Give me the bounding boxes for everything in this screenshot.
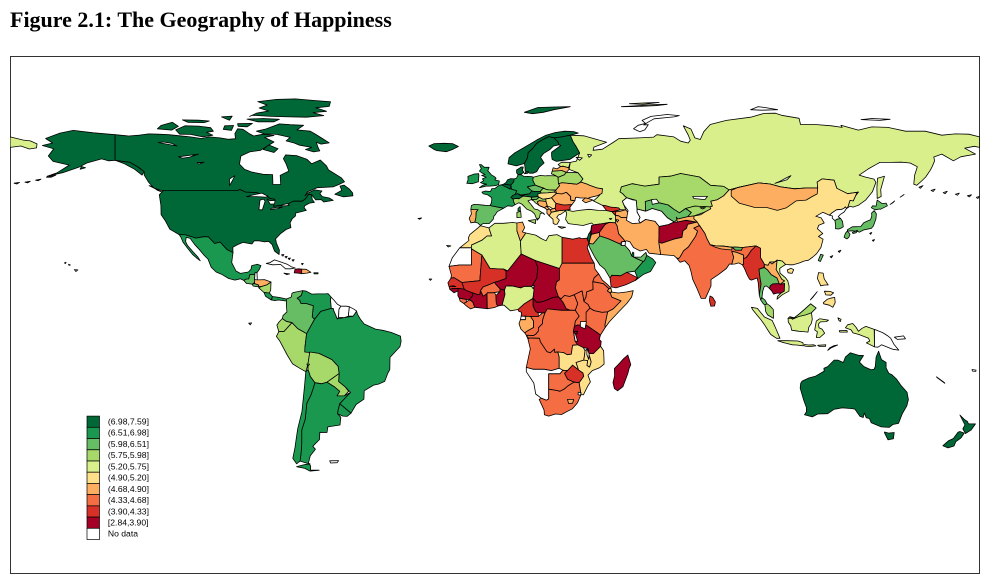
svg-text:(4.90,5.20]: (4.90,5.20] xyxy=(108,473,149,483)
svg-text:(5.98,6.51]: (5.98,6.51] xyxy=(108,439,149,449)
svg-text:(4.68,4.90]: (4.68,4.90] xyxy=(108,484,149,494)
svg-text:(5.75,5.98]: (5.75,5.98] xyxy=(108,450,149,460)
svg-text:(6.98,7.59]: (6.98,7.59] xyxy=(108,417,149,427)
svg-text:No data: No data xyxy=(108,529,138,539)
svg-text:(5.20,5.75]: (5.20,5.75] xyxy=(108,461,149,471)
svg-text:[2.84,3.90]: [2.84,3.90] xyxy=(108,518,149,528)
svg-text:(4.33,4.68]: (4.33,4.68] xyxy=(108,495,149,505)
svg-text:(6.51,6.98]: (6.51,6.98] xyxy=(108,428,149,438)
svg-text:(3.90,4.33]: (3.90,4.33] xyxy=(108,506,149,516)
